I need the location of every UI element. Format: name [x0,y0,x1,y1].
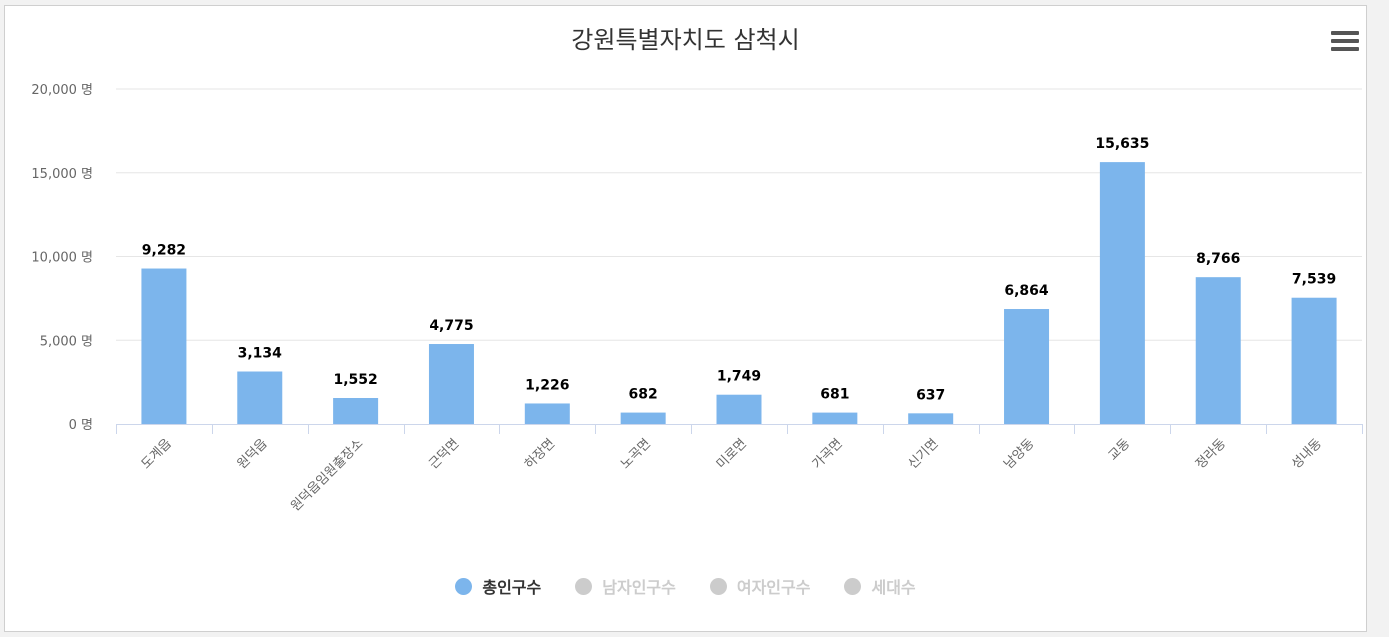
bar [908,413,954,424]
x-tick-label: 도계읍 [139,436,175,472]
y-tick-label: 0 명 [69,418,93,433]
data-label: 637 [916,387,945,403]
chart-container: 강원특별자치도 삼척시 0 명 5,000 명 10,000 명 15,000 명 20… [4,5,1367,632]
legend-label: 총인구수 [482,578,542,597]
data-label: 9,282 [142,243,186,259]
x-tick-label: 원덕읍 [235,436,271,472]
data-label: 7,539 [1292,272,1336,288]
y-tick-label: 10,000 명 [31,251,93,266]
data-label: 8,766 [1196,251,1240,267]
data-label: 6,864 [1004,283,1049,299]
x-tick-label: 정라동 [1193,436,1229,472]
bar [1004,309,1050,424]
x-tick-label: 성내동 [1289,436,1325,472]
legend-item[interactable]: 총인구수 [455,574,541,598]
legend-marker-icon [709,577,727,595]
data-label: 1,226 [525,377,569,393]
legend-item[interactable]: 세대수 [844,574,916,598]
data-label: 682 [629,387,658,403]
data-label: 1,749 [717,369,761,385]
bar-chart: 0 명 5,000 명 10,000 명 15,000 명 20,000 명 9,282 도… [31,83,1363,514]
y-tick-label: 15,000 명 [31,167,93,182]
bar [812,412,858,424]
x-tick-label: 신기면 [906,436,942,472]
bar [1291,297,1337,424]
hamburger-menu-icon[interactable] [1331,31,1359,55]
bar [620,412,666,424]
x-tick-label: 하장면 [522,436,558,472]
legend-item[interactable]: 여자인구수 [709,574,811,598]
chart-title: 강원특별자치도 삼척시 [571,26,800,54]
x-tick-label: 교동 [1106,436,1134,464]
x-tick-label: 미로면 [714,436,750,472]
bar [141,268,187,424]
x-tick-label: 남양동 [1001,436,1037,472]
data-label: 3,134 [238,346,283,362]
legend-marker-icon [844,577,862,595]
x-tick-label: 근덕면 [426,436,462,472]
x-tick-label: 원덕읍임원출장소 [288,436,366,514]
bar [428,344,474,424]
legend-label: 여자인구수 [736,578,811,597]
legend-item[interactable]: 남자인구수 [575,574,676,598]
legend-marker-icon [575,577,593,595]
legend-marker-icon [455,577,473,595]
y-tick-label: 5,000 명 [40,334,93,349]
bar [1195,277,1241,424]
x-tick-label: 가곡면 [810,436,846,472]
legend-label: 남자인구수 [602,578,676,597]
bar [716,394,762,424]
bar [1099,162,1145,424]
data-label: 1,552 [333,372,377,388]
legend: 총인구수 남자인구수 여자인구수 세대수 [5,574,1366,598]
legend-label: 세대수 [871,578,916,597]
data-label: 15,635 [1095,136,1149,152]
bar [333,398,379,424]
y-tick-label: 20,000 명 [31,83,93,98]
data-label: 4,775 [429,318,473,334]
bar [237,371,283,424]
bar [524,403,570,424]
data-label: 681 [820,387,849,403]
x-tick-label: 노곡면 [618,436,654,472]
